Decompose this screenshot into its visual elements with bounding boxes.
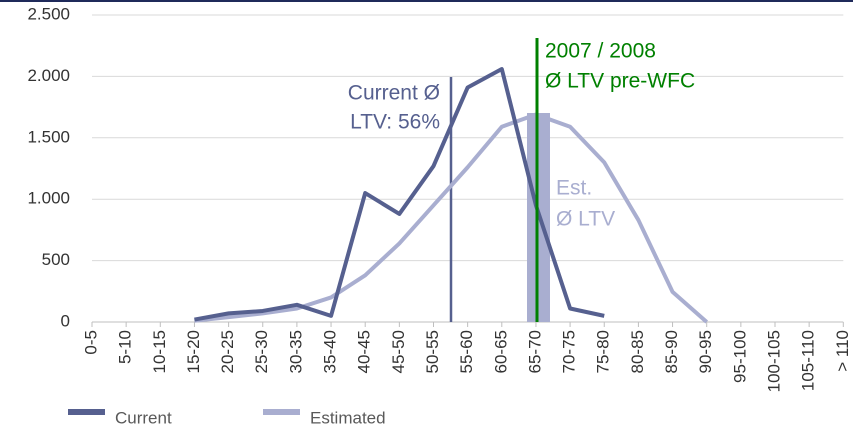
y-tick-label: 2.000 — [27, 66, 70, 85]
x-tick-label: 80-85 — [628, 330, 647, 373]
x-tick-label: 35-40 — [321, 330, 340, 373]
annotation: Current Ø — [348, 82, 440, 105]
y-tick-label: 0 — [61, 311, 70, 330]
x-tick-label: 105-110 — [799, 330, 818, 391]
legend-label: Current — [115, 408, 172, 427]
annotation: Ø LTV pre-WFC — [545, 70, 695, 93]
x-tick-label: 85-90 — [662, 330, 681, 373]
x-tick-label: 95-100 — [730, 330, 749, 383]
y-tick-label: 2.500 — [27, 4, 70, 23]
annotation: LTV: 56% — [350, 111, 440, 134]
legend-label: Estimated — [310, 408, 386, 427]
x-tick-label: > 110 — [833, 330, 852, 372]
x-tick-label: 15-20 — [184, 330, 203, 373]
x-tick-label: 10-15 — [150, 330, 169, 373]
annotation: 2007 / 2008 — [545, 40, 656, 63]
x-tick-label: 45-50 — [389, 330, 408, 373]
x-tick-label: 40-45 — [355, 330, 374, 373]
x-tick-label: 65-70 — [525, 330, 544, 373]
x-tick-label: 5-10 — [116, 330, 135, 364]
x-tick-label: 75-80 — [594, 330, 613, 373]
annotation: Est. — [556, 177, 592, 200]
x-tick-label: 90-95 — [696, 330, 715, 373]
y-tick-label: 1.500 — [27, 127, 70, 146]
annotation: Ø LTV — [556, 208, 615, 231]
x-tick-label: 25-30 — [252, 330, 271, 373]
x-tick-label: 30-35 — [286, 330, 305, 373]
x-tick-label: 70-75 — [560, 330, 579, 373]
x-tick-label: 0-5 — [81, 330, 100, 355]
top-border — [0, 0, 853, 2]
y-tick-label: 1.000 — [27, 189, 70, 208]
x-tick-label: 50-55 — [423, 330, 442, 373]
x-tick-label: 55-60 — [457, 330, 476, 373]
x-tick-label: 20-25 — [218, 330, 237, 373]
x-tick-label: 100-105 — [764, 330, 783, 392]
y-tick-label: 500 — [42, 250, 70, 269]
series-line — [194, 112, 709, 324]
x-tick-label: 60-65 — [491, 330, 510, 373]
